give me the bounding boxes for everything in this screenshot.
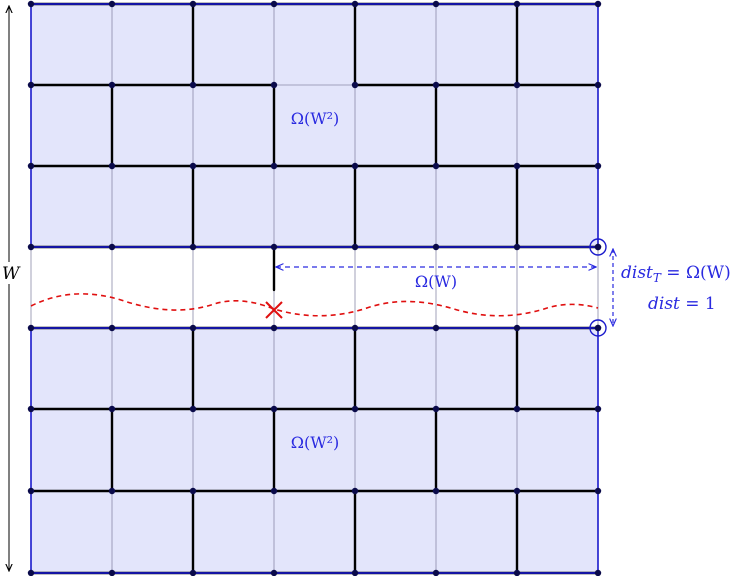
grid-node (513, 81, 521, 89)
grid-node (351, 324, 359, 332)
grid-node (108, 0, 116, 8)
grid-node (513, 243, 521, 251)
grid-node (513, 487, 521, 495)
grid-node (432, 162, 440, 170)
dist-label: dist = 1 (648, 294, 716, 314)
bottom-region (31, 328, 598, 573)
grid-node (432, 81, 440, 89)
grid-node (27, 0, 35, 8)
grid-node (189, 324, 197, 332)
dist-t-label: distT = Ω(W) (621, 263, 731, 285)
grid-node (270, 569, 278, 576)
grid-node (594, 487, 602, 495)
grid-node (513, 324, 521, 332)
grid-node (270, 243, 278, 251)
grid-node (108, 487, 116, 495)
grid-node (594, 81, 602, 89)
red-wavy-path (30, 293, 599, 317)
grid-node (351, 487, 359, 495)
grid-node (108, 569, 116, 576)
grid-node (351, 0, 359, 8)
grid-node (27, 162, 35, 170)
grid-node (594, 405, 602, 413)
circled-dot-icon (589, 319, 607, 337)
grid-node (351, 243, 359, 251)
grid-node (27, 405, 35, 413)
grid-node (513, 405, 521, 413)
grid-node (189, 243, 197, 251)
grid-node (432, 243, 440, 251)
grid-node (108, 81, 116, 89)
grid-node (432, 405, 440, 413)
top-region-label: Ω(W²) (291, 109, 340, 128)
grid-node (513, 0, 521, 8)
grid-node (594, 162, 602, 170)
grid-node (189, 81, 197, 89)
grid-node (351, 405, 359, 413)
grid-nodes (27, 0, 602, 576)
bottom-region-label: Ω(W²) (291, 433, 340, 452)
circled-dot-icon (589, 238, 607, 256)
grid-node (513, 162, 521, 170)
grid-node (270, 162, 278, 170)
x-mark-icon (265, 301, 283, 319)
grid-node (189, 0, 197, 8)
grid-node (513, 569, 521, 576)
grid-node (189, 487, 197, 495)
grid-node (432, 487, 440, 495)
grid-node (108, 405, 116, 413)
grid-node (108, 243, 116, 251)
grid-node (351, 162, 359, 170)
grid-node (27, 324, 35, 332)
grid-node (270, 0, 278, 8)
grid-node (189, 405, 197, 413)
horizontal-distance-label: Ω(W) (415, 272, 457, 291)
grid-node (108, 324, 116, 332)
grid-node (189, 162, 197, 170)
grid-node (189, 569, 197, 576)
grid-node (432, 569, 440, 576)
grid-node (351, 81, 359, 89)
grid-node (351, 569, 359, 576)
region-borders (30, 3, 599, 574)
grid-node (594, 569, 602, 576)
grid-node (108, 162, 116, 170)
grid-node (27, 243, 35, 251)
grid-node (270, 405, 278, 413)
grid-node (270, 81, 278, 89)
grid-node (27, 487, 35, 495)
grid-node (432, 324, 440, 332)
grid-node (27, 569, 35, 576)
grid-node (432, 0, 440, 8)
grid-node (270, 324, 278, 332)
grid-node (27, 81, 35, 89)
grid-node (270, 487, 278, 495)
top-region (31, 4, 598, 247)
w-label: W (2, 264, 21, 284)
grid-node (594, 0, 602, 8)
